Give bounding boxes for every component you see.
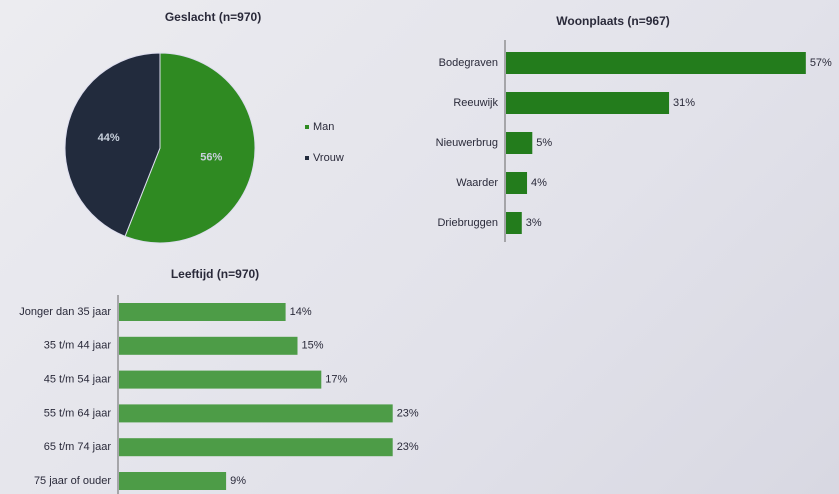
value-label: 3% bbox=[526, 217, 542, 229]
bar bbox=[119, 303, 286, 321]
bar bbox=[506, 212, 522, 234]
category-label: 65 t/m 74 jaar bbox=[44, 441, 112, 453]
chart-title: Geslacht (n=970) bbox=[165, 10, 261, 24]
chart-title: Leeftijd (n=970) bbox=[171, 267, 259, 281]
bar bbox=[119, 336, 298, 355]
bar bbox=[119, 404, 393, 423]
pie-slice bbox=[64, 52, 161, 237]
value-label: 5% bbox=[536, 137, 552, 149]
value-label: 31% bbox=[673, 97, 695, 109]
category-label: Nieuwerbrug bbox=[436, 137, 498, 149]
chart-title: Woonplaats (n=967) bbox=[556, 14, 669, 28]
category-label: 75 jaar of ouder bbox=[34, 475, 111, 487]
value-label: 15% bbox=[302, 340, 324, 352]
category-label: Reeuwijk bbox=[453, 97, 498, 109]
bar bbox=[506, 172, 528, 194]
bar bbox=[506, 92, 670, 114]
category-label: Driebruggen bbox=[437, 217, 498, 229]
bar bbox=[119, 472, 227, 490]
category-label: 45 t/m 54 jaar bbox=[44, 374, 112, 386]
value-label: 17% bbox=[325, 374, 347, 386]
legend-label: Vrouw bbox=[313, 152, 344, 164]
value-label: 9% bbox=[230, 475, 246, 487]
value-label: 4% bbox=[531, 177, 547, 189]
value-label: 57% bbox=[810, 57, 832, 69]
category-label: Jonger dan 35 jaar bbox=[19, 306, 111, 318]
category-label: Waarder bbox=[456, 177, 498, 189]
value-label: 23% bbox=[397, 441, 419, 453]
value-label: 23% bbox=[397, 407, 419, 419]
bar bbox=[119, 370, 322, 389]
category-label: 35 t/m 44 jaar bbox=[44, 340, 112, 352]
bar bbox=[506, 52, 806, 74]
bar bbox=[119, 438, 393, 457]
pie-slice bbox=[124, 52, 256, 244]
value-label: 14% bbox=[290, 306, 312, 318]
bar bbox=[506, 132, 533, 154]
category-label: 55 t/m 64 jaar bbox=[44, 407, 112, 419]
legend-swatch bbox=[305, 125, 309, 129]
slice-label: 44% bbox=[98, 132, 120, 144]
category-label: Bodegraven bbox=[439, 57, 498, 69]
legend-label: Man bbox=[313, 121, 334, 133]
legend-swatch bbox=[305, 156, 309, 160]
slice-label: 56% bbox=[200, 152, 222, 164]
